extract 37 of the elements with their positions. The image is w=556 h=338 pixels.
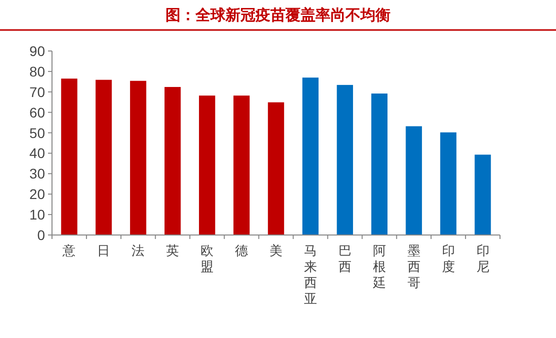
bar	[440, 132, 456, 235]
y-tick-label: 90	[29, 43, 46, 59]
y-tick-label: 40	[29, 145, 46, 162]
x-tick-label: 美	[270, 243, 282, 259]
x-tick-label: 印尼	[476, 244, 490, 275]
y-tick-label: 30	[29, 166, 46, 182]
bar	[61, 78, 78, 235]
bar	[164, 86, 181, 235]
bar	[268, 102, 284, 235]
x-tick-label: 阿根廷	[372, 244, 386, 291]
x-tick-label: 法	[132, 244, 145, 259]
bar	[302, 78, 319, 235]
y-tick-label: 0	[37, 227, 46, 243]
y-tick-label: 60	[29, 104, 46, 120]
x-tick-label: 意	[62, 244, 76, 259]
x-tick-label: 马来西亚	[304, 244, 317, 307]
bar	[198, 96, 216, 235]
bar	[406, 126, 422, 235]
x-tick-label: 日	[97, 244, 110, 259]
x-tick-label: 德	[235, 244, 248, 259]
bar	[336, 84, 354, 235]
y-tick-label: 80	[29, 63, 46, 80]
x-tick-label: 欧盟	[200, 244, 214, 275]
chart-title: 图：全球新冠疫苗覆盖率尚不均衡	[166, 6, 390, 24]
bar	[233, 96, 250, 235]
y-tick-label: 50	[29, 124, 46, 141]
bar	[130, 80, 146, 235]
y-tick-label: 10	[29, 206, 46, 223]
x-tick-label: 英	[166, 244, 180, 259]
y-tick-label: 70	[29, 84, 46, 100]
x-tick-label: 印度	[442, 244, 455, 275]
x-tick-label: 巴西	[338, 244, 352, 275]
bar	[371, 94, 388, 235]
bar	[96, 80, 112, 235]
x-tick-label: 墨西哥	[407, 244, 420, 291]
bar	[474, 154, 491, 235]
y-tick-label: 20	[29, 186, 46, 202]
